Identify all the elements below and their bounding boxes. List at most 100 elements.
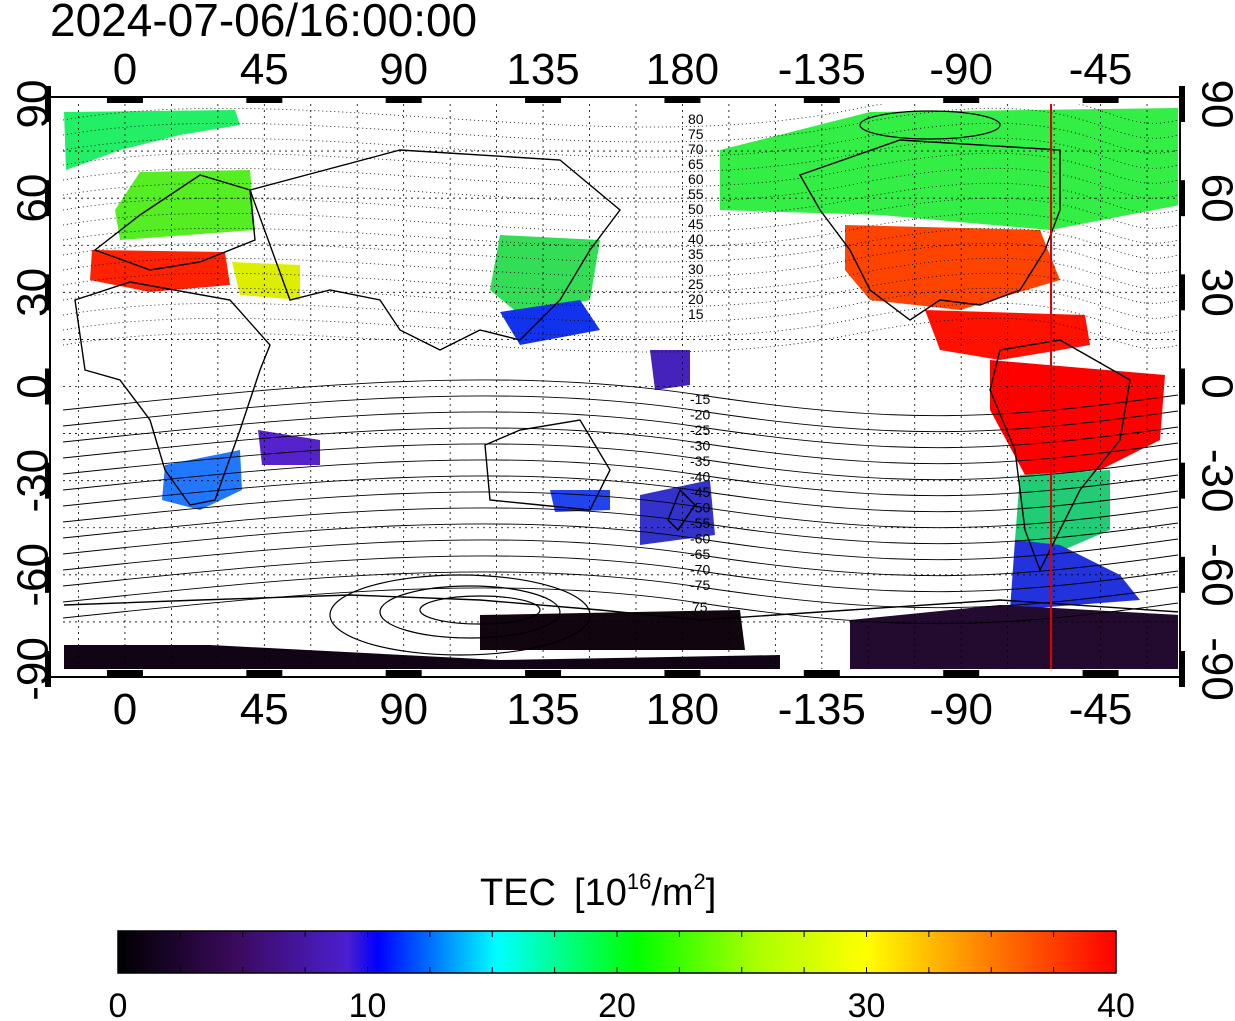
contour-label: -30 [690, 438, 710, 454]
tec-patch-east-asia [490, 235, 600, 315]
contour-north [63, 152, 1178, 188]
frame-tick-top [1082, 96, 1119, 103]
frame-tick-bottom [385, 670, 422, 677]
lat-tick-label-left: -30 [9, 449, 58, 513]
contour-label: -60 [690, 531, 710, 547]
frame-tick-right [1179, 180, 1185, 217]
map-plot: 8075706560555045403530252015-15-20-25-30… [9, 45, 1235, 734]
contour-label: 75 [688, 126, 704, 142]
lon-tick-label-top: -45 [1069, 45, 1133, 94]
contour-label: -55 [690, 515, 710, 531]
contour-label: 80 [688, 111, 704, 127]
contour-label: -15 [690, 391, 710, 407]
tec-patch-mid-east [232, 262, 300, 300]
frame-tick-top [385, 96, 422, 103]
colorbar-tick-label: 10 [349, 987, 387, 1021]
lon-tick-label-bottom: -90 [929, 685, 993, 734]
tec-patch-antarctica-coast [480, 610, 745, 650]
frame-tick-marks [45, 86, 1185, 687]
lon-tick-label-top: 0 [113, 45, 137, 94]
contour-label: 65 [688, 156, 704, 172]
frame-tick-left [45, 368, 51, 405]
tec-patch-new-zealand [640, 480, 715, 545]
contour-south [63, 379, 1178, 417]
lon-tick-label-bottom: -135 [778, 685, 866, 734]
lat-tick-label-right: -90 [1192, 637, 1235, 701]
lat-tick-label-right: 60 [1192, 174, 1235, 223]
lon-tick-label-bottom: 45 [240, 685, 289, 734]
contour-north [63, 137, 1178, 173]
contour-north [63, 227, 1178, 263]
contour-label: -40 [690, 469, 710, 485]
frame-tick-right [1179, 368, 1185, 405]
lat-tick-label-left: 90 [9, 80, 58, 129]
lon-tick-label-bottom: 0 [113, 685, 137, 734]
frame-tick-bottom [664, 670, 701, 677]
lat-tick-label-right: 0 [1192, 374, 1235, 398]
coast-south-america [989, 339, 1131, 572]
lon-tick-label-top: 135 [506, 45, 579, 94]
lat-tick-label-right: -30 [1192, 449, 1235, 513]
contour-north [63, 104, 1178, 128]
tec-patch-central-america [925, 310, 1090, 360]
frame-tick-bottom [525, 670, 562, 677]
coast-europe [93, 174, 256, 271]
contour-south [63, 539, 1178, 577]
tec-data-layer [64, 108, 1178, 669]
contour-label: 35 [688, 246, 704, 262]
contour-label: 50 [688, 201, 704, 217]
contour-south [63, 459, 1178, 497]
frame-tick-top [803, 96, 840, 103]
axis-labels: 0045459090135135180180-135-135-90-90-45-… [9, 45, 1235, 734]
tec-patch-west-pacific [500, 300, 600, 345]
colorbar-tick-label: 20 [598, 987, 636, 1021]
contour-north [63, 107, 1178, 143]
frame-tick-right [1179, 462, 1185, 499]
contour-label: 45 [688, 216, 704, 232]
lat-tick-label-left: 0 [9, 374, 58, 398]
frame-tick-left [45, 86, 51, 122]
contour-south [63, 475, 1178, 513]
tec-patch-patagonia [1015, 470, 1110, 560]
tec-patch-pacific-islands [650, 350, 690, 390]
frame-tick-top [943, 96, 980, 103]
contour-label: 25 [688, 276, 704, 292]
contour-label: 15 [688, 306, 704, 322]
frame-tick-bottom [803, 670, 840, 677]
colorbar-tick-label: 0 [109, 987, 128, 1021]
coast-antarctica [63, 594, 1178, 621]
contour-north [63, 287, 1178, 323]
tec-patch-north-europe [115, 170, 255, 240]
tec-patch-antarctica-west [850, 605, 1178, 669]
lat-tick-label-left: 60 [9, 174, 58, 223]
contour-label: 70 [688, 141, 704, 157]
colorbar-ticks: 0 10 20 30 40 [109, 931, 1135, 1021]
coast-north-america [798, 139, 1061, 321]
lat-tick-label-left: -60 [9, 543, 58, 607]
contour-polar [329, 574, 591, 656]
contour-label: -45 [690, 484, 710, 500]
frame-tick-left [45, 462, 51, 499]
contour-south [63, 555, 1178, 593]
contour-south [63, 427, 1178, 465]
colorbar: TEC [1016/m2] 0 10 20 30 40 [109, 869, 1135, 1021]
lat-tick-label-right: 30 [1192, 268, 1235, 317]
frame-tick-top [525, 96, 562, 103]
frame-tick-top [106, 96, 143, 103]
frame-tick-bottom [943, 670, 980, 677]
lon-tick-label-bottom: 135 [506, 685, 579, 734]
frame-tick-right [1179, 274, 1185, 311]
lon-tick-label-top: 90 [379, 45, 428, 94]
frame-tick-top [664, 96, 701, 103]
contour-south [63, 443, 1178, 481]
contour-label: 30 [688, 261, 704, 277]
tec-patch-north-america-arctic [720, 108, 1178, 230]
contour-north [63, 317, 1178, 353]
frame-tick-right [1179, 556, 1185, 593]
colorbar-tick-label: 30 [848, 987, 886, 1021]
lon-tick-label-top: -135 [778, 45, 866, 94]
contour-north [63, 197, 1178, 233]
contour-label: 55 [688, 186, 704, 202]
frame-tick-right [1179, 651, 1185, 687]
